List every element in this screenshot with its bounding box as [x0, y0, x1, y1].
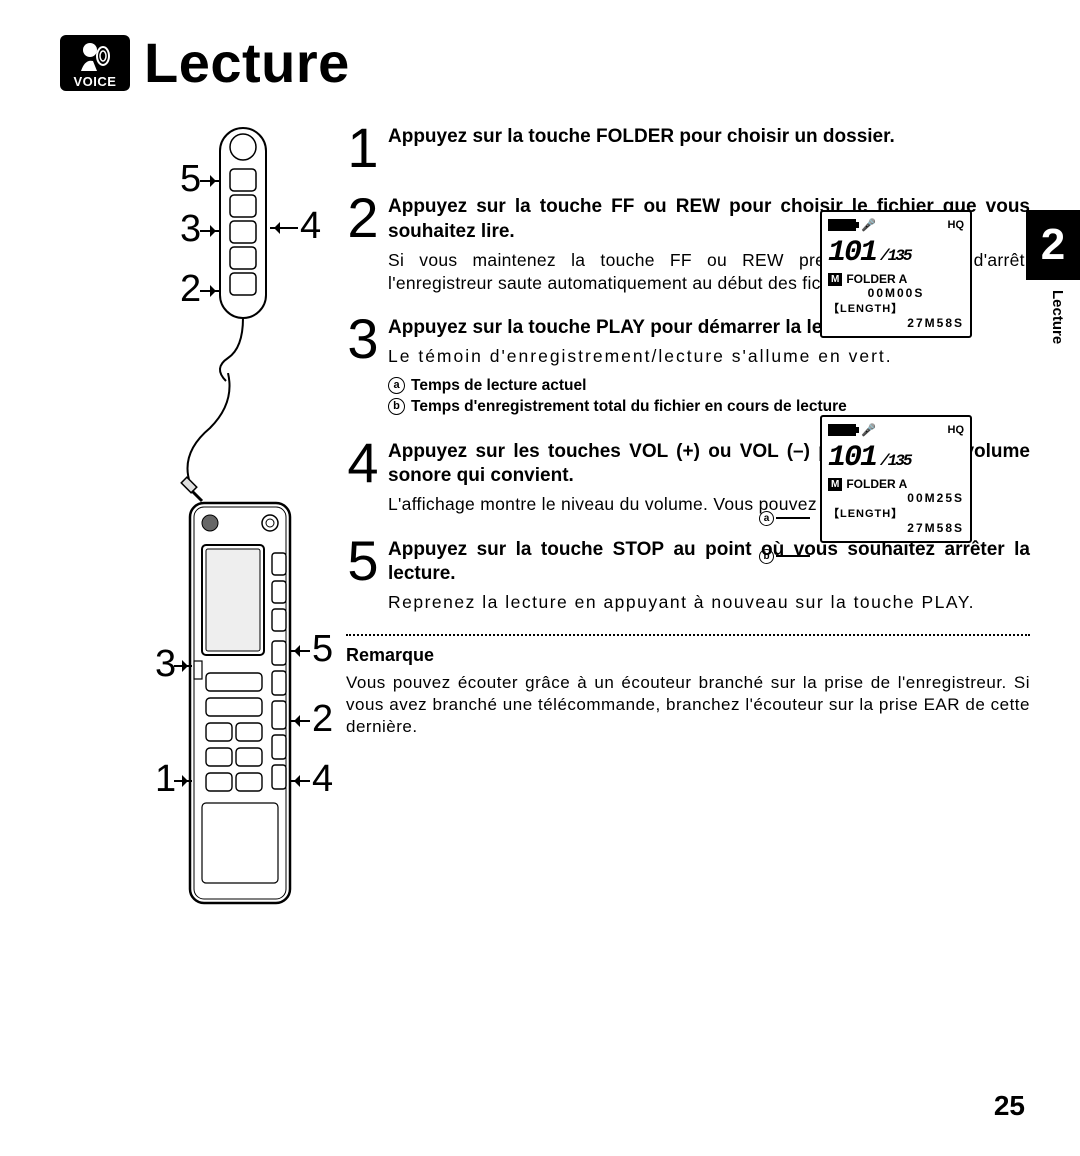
step: 1 Appuyez sur la touche FOLDER pour choi… [346, 123, 1030, 173]
step-annotations: aTemps de lecture actuel bTemps d'enregi… [388, 376, 1030, 418]
step-number: 1 [346, 123, 380, 173]
voice-icon-label: VOICE [74, 74, 117, 89]
voice-icon: VOICE [60, 35, 130, 91]
callout-num: 4 [300, 205, 321, 248]
callout-num: 2 [312, 698, 333, 741]
page-number: 25 [994, 1090, 1025, 1122]
step-description: Reprenez la lecture en appuyant à nouvea… [388, 591, 1030, 614]
remark-heading: Remarque [346, 644, 1030, 668]
display-annotation-a: a [759, 510, 810, 526]
callout-num: 1 [155, 758, 176, 801]
side-chapter-label: Lecture [1049, 290, 1066, 344]
callout-num: 4 [312, 758, 333, 801]
step-heading: Appuyez sur la touche FOLDER pour choisi… [388, 125, 1030, 150]
callout-num: 5 [312, 628, 333, 671]
step-number: 5 [346, 536, 380, 614]
separator [346, 634, 1030, 636]
step-description: Le témoin d'enregistrement/lecture s'all… [388, 345, 1030, 368]
callout-num: 5 [180, 158, 201, 201]
lcd-display-2: 🎤 HQ 101/135 MFOLDER A 00M25S 【LENGTH】 2… [820, 415, 972, 543]
step: 5 Appuyez sur la touche STOP au point où… [346, 536, 1030, 614]
callout-num: 3 [180, 208, 201, 251]
display-annotation-b: b [759, 548, 810, 564]
step-number: 3 [346, 314, 380, 417]
lcd-display-1: 🎤 HQ 101/135 MFOLDER A 00M00S 【LENGTH】 2… [820, 210, 972, 338]
step-number: 4 [346, 438, 380, 516]
step-number: 2 [346, 193, 380, 294]
chapter-tab: 2 [1026, 210, 1080, 280]
step-heading: Appuyez sur la touche STOP au point où v… [388, 538, 1030, 587]
page-title: Lecture [144, 30, 350, 95]
callout-num: 2 [180, 268, 201, 311]
device-illustration: 5 3 2 4 3 1 5 2 4 [60, 123, 320, 943]
remark-body: Vous pouvez écouter grâce à un écouteur … [346, 672, 1030, 738]
callout-num: 3 [155, 643, 176, 686]
